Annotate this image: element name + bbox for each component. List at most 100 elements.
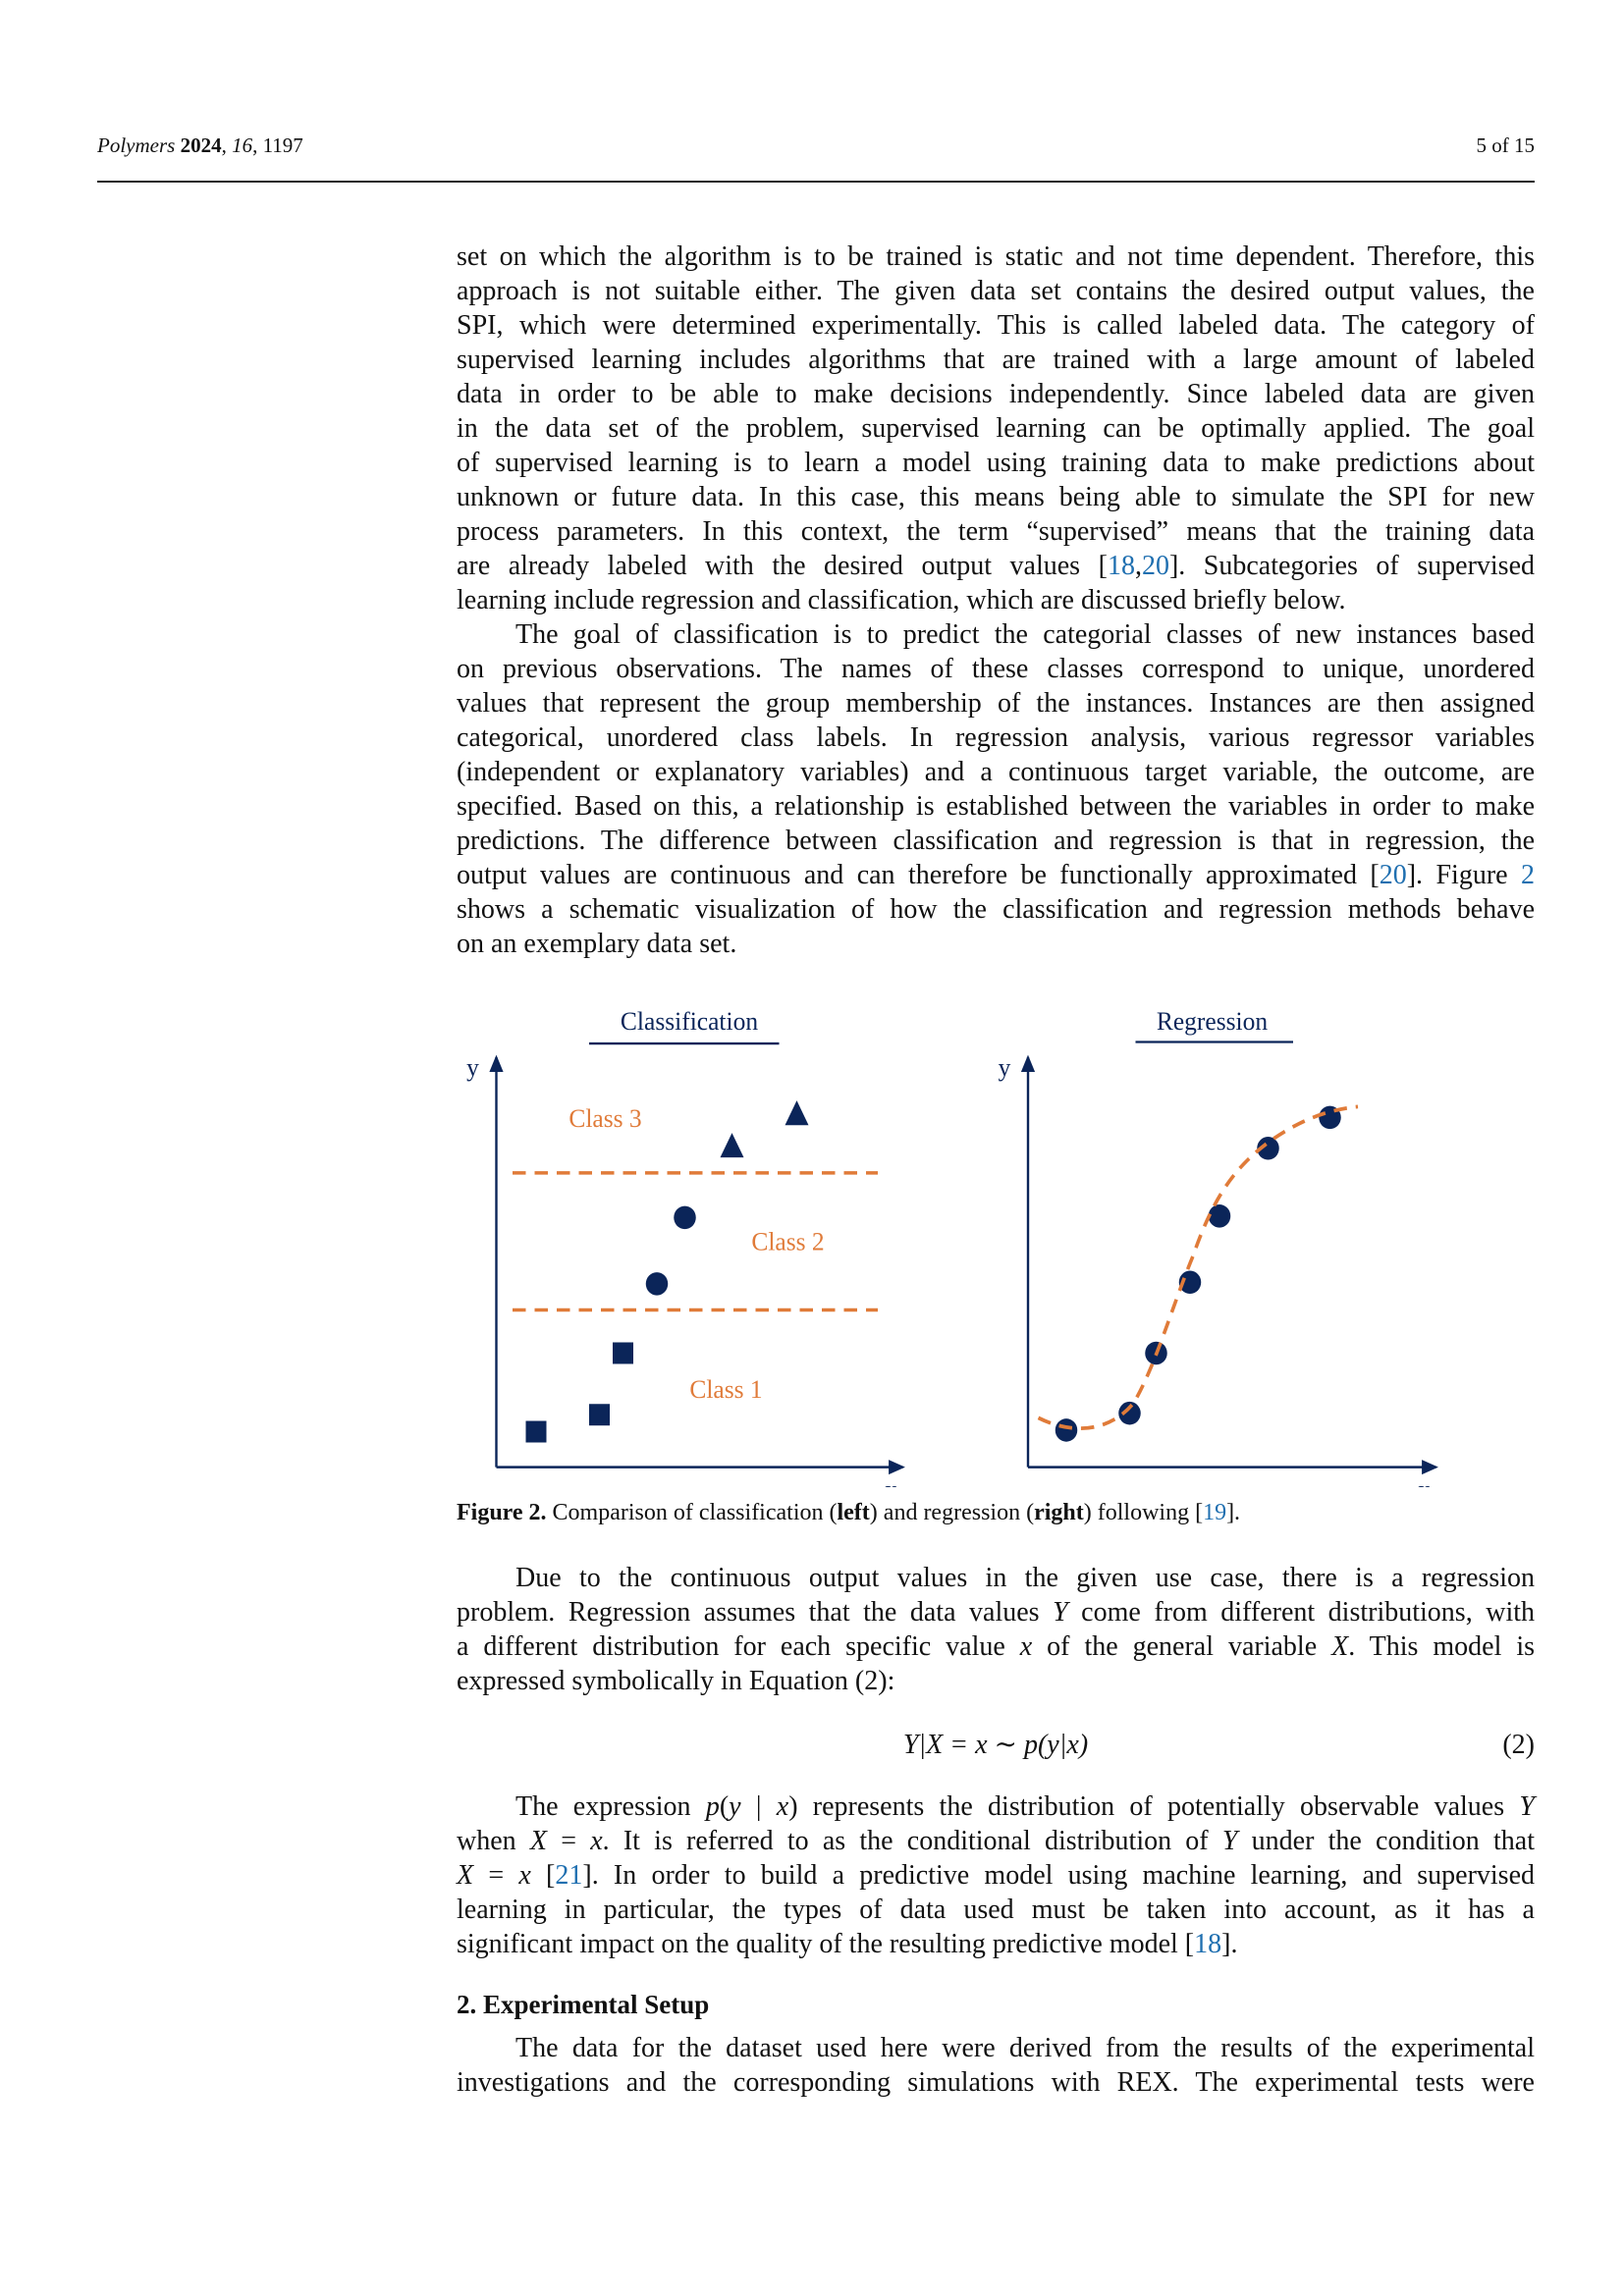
text-run: set on which the algorithm is to be trai… [457, 241, 1535, 272]
paragraph: The expression p(y | x) represents the d… [457, 1789, 1535, 1961]
citation-link[interactable]: 19 [1203, 1500, 1227, 1525]
text-run: under the condition that [1237, 1826, 1535, 1856]
regression-point [1118, 1401, 1141, 1425]
text-run: ]. [1226, 1500, 1241, 1525]
y-axis-label: y [999, 1053, 1011, 1083]
text-run: = [546, 1826, 591, 1856]
text-line: expressed symbolically in Equation (2): [457, 1664, 1535, 1698]
equation-number: (2) [1502, 1730, 1535, 1760]
text-run: The goal of classification is to predict… [515, 619, 1535, 650]
paragraph: The goal of classification is to predict… [457, 617, 1535, 961]
regression-curve [1037, 1104, 1359, 1431]
text-run: right [1034, 1500, 1084, 1525]
y-axis-label: y [466, 1053, 479, 1083]
equation-body: Y|X = x ∼ p(y|x) [902, 1730, 1089, 1760]
article-number: 1197 [262, 133, 303, 157]
triangle-marker [785, 1100, 809, 1126]
text-line: categorical, unordered class labels. In … [457, 721, 1535, 755]
journal-name: Polymers [97, 133, 176, 157]
text-run: x [518, 1860, 531, 1891]
text-run: X [529, 1826, 547, 1856]
text-line: of supervised learning is to learn a mod… [457, 446, 1535, 480]
text-run: ( [719, 1791, 730, 1822]
text-line: process parameters. In this context, the… [457, 514, 1535, 549]
text-run: on previous observations. The names of t… [457, 654, 1535, 684]
square-marker [613, 1342, 633, 1364]
text-run: Due to the continuous output values in t… [515, 1563, 1535, 1593]
text-run: ) and regression ( [869, 1500, 1035, 1525]
paragraph: The data for the dataset used here were … [457, 2031, 1535, 2100]
paragraph: set on which the algorithm is to be trai… [457, 240, 1535, 617]
text-run: a different distribution for each specif… [457, 1631, 1020, 1662]
text-line: specified. Based on this, a relationship… [457, 789, 1535, 824]
text-run: values that represent the group membersh… [457, 688, 1535, 719]
regression-point [1178, 1270, 1202, 1295]
text-run: SPI, which were determined experimentall… [457, 310, 1535, 341]
citation-link[interactable]: 18 [1194, 1929, 1222, 1959]
figure-caption: Figure 2. Comparison of classification (… [457, 1500, 1240, 1526]
text-line: The goal of classification is to predict… [457, 617, 1535, 652]
text-run: ]. Figure [1406, 860, 1521, 890]
text-run: x [590, 1826, 603, 1856]
text-line: The expression p(y | x) represents the d… [457, 1789, 1535, 1824]
text-line: in the data set of the problem, supervis… [457, 411, 1535, 446]
text-line: on previous observations. The names of t… [457, 652, 1535, 686]
text-run: Comparison of classification ( [546, 1500, 838, 1525]
page-number: 5 of 15 [1476, 133, 1536, 157]
text-run: unknown or future data. In this case, th… [457, 482, 1535, 512]
text-line: The data for the dataset used here were … [457, 2031, 1535, 2065]
text-line: on an exemplary data set. [457, 927, 1535, 961]
regression-point [1208, 1204, 1231, 1228]
text-run: (independent or explanatory variables) a… [457, 757, 1535, 787]
text-run: | [740, 1791, 777, 1822]
text-run: are already labeled with the desired out… [457, 551, 1108, 581]
text-run: ) represents the distribution of potenti… [788, 1791, 1520, 1822]
journal-year: 2024 [180, 133, 222, 157]
text-line: data in order to be able to make decisio… [457, 377, 1535, 411]
text-run: approach is not suitable either. The giv… [457, 276, 1535, 306]
text-run: The expression [515, 1791, 706, 1822]
text-run: of the general variable [1032, 1631, 1332, 1662]
text-run: Y [1221, 1826, 1238, 1856]
text-line: approach is not suitable either. The giv… [457, 274, 1535, 308]
classification-title: Classification [621, 1006, 758, 1036]
regression-point [1257, 1137, 1279, 1160]
text-run: of supervised learning is to learn a mod… [457, 448, 1535, 478]
text-run: expressed symbolically in Equation (2): [457, 1666, 895, 1696]
text-run: ]. Subcategories of supervised [1168, 551, 1535, 581]
text-line: predictions. The difference between clas… [457, 824, 1535, 858]
text-run: learning include regression and classifi… [457, 585, 1346, 615]
citation-link[interactable]: 20 [1379, 860, 1407, 890]
running-header-citation: Polymers 2024, 16, 1197 [97, 133, 303, 157]
text-line: significant impact on the quality of the… [457, 1927, 1535, 1961]
triangle-marker [720, 1133, 744, 1158]
citation-link[interactable]: 20 [1141, 551, 1169, 581]
text-line: a different distribution for each specif… [457, 1629, 1535, 1664]
text-run: left [837, 1500, 870, 1525]
text-run: when [457, 1826, 530, 1856]
text-run: problem. Regression assumes that the dat… [457, 1597, 1054, 1628]
text-run: X [457, 1860, 474, 1891]
text-line: X = x [21]. In order to build a predicti… [457, 1858, 1535, 1893]
text-line: supervised learning includes algorithms … [457, 343, 1535, 377]
square-marker [525, 1420, 547, 1443]
text-line: Due to the continuous output values in t… [457, 1561, 1535, 1595]
citation-link[interactable]: 18 [1107, 551, 1135, 581]
circle-marker [674, 1205, 696, 1230]
citation-link[interactable]: 2 [1521, 860, 1535, 890]
text-run: come from different distributions, with [1067, 1597, 1535, 1628]
text-line: set on which the algorithm is to be trai… [457, 240, 1535, 274]
text-run: on an exemplary data set. [457, 929, 737, 959]
square-marker [589, 1404, 610, 1426]
text-line: when X = x. It is referred to as the con… [457, 1824, 1535, 1858]
class-1-label: Class 1 [689, 1374, 762, 1404]
text-line: shows a schematic visualization of how t… [457, 892, 1535, 927]
text-run: learning in particular, the types of dat… [457, 1895, 1535, 1925]
text-run: x [776, 1791, 789, 1822]
regression-point [1055, 1418, 1078, 1442]
text-run: ]. [1221, 1929, 1238, 1959]
regression-title: Regression [1157, 1006, 1268, 1036]
text-run: . It is referred to as the conditional d… [602, 1826, 1222, 1856]
text-run: ) following [ [1083, 1500, 1204, 1525]
citation-link[interactable]: 21 [555, 1860, 583, 1891]
